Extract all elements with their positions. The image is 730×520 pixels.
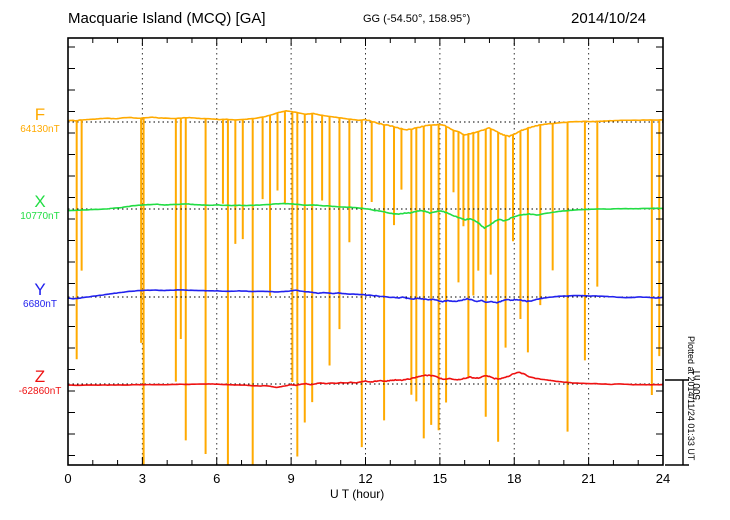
page-title: Macquarie Island (MCQ) [GA] (68, 10, 266, 27)
x-tick-label: 0 (64, 471, 71, 486)
x-tick-label: 9 (288, 471, 295, 486)
component-label-x: X 10770nT (14, 193, 66, 223)
x-tick-label: 21 (581, 471, 595, 486)
x-tick-label: 18 (507, 471, 521, 486)
component-baseline-z: -62860nT (18, 386, 62, 397)
geographic-coordinates: GG (-54.50°, 158.95°) (363, 13, 471, 25)
component-baseline-y: 6680nT (23, 299, 57, 310)
x-tick-label: 6 (213, 471, 220, 486)
x-tick-label: 12 (358, 471, 372, 486)
trace-z (67, 371, 664, 389)
component-label-f: F 64130nT (14, 106, 66, 136)
plotted-timestamp: Plotted at 2014/11/24 01:33 UT (686, 336, 696, 461)
trace-y (67, 289, 664, 304)
component-baseline-f: 64130nT (20, 124, 60, 135)
component-label-z: Z -62860nT (14, 368, 66, 398)
x-tick-label: 24 (656, 471, 670, 486)
x-tick-label: 3 (139, 471, 146, 486)
component-label-y: Y 6680nT (14, 281, 66, 311)
component-baseline-x: 10770nT (20, 211, 60, 222)
component-name-y: Y (34, 280, 46, 299)
trace-f (67, 110, 664, 138)
plot-frame (67, 37, 664, 466)
component-name-z: Z (34, 367, 46, 386)
x-tick-label: 15 (433, 471, 447, 486)
component-name-f: F (34, 105, 46, 124)
trace-x (67, 202, 664, 230)
spikes-f (75, 111, 661, 465)
x-axis-label: U T (hour) (330, 487, 385, 501)
component-name-x: X (34, 192, 46, 211)
observation-date: 2014/10/24 (571, 10, 647, 27)
